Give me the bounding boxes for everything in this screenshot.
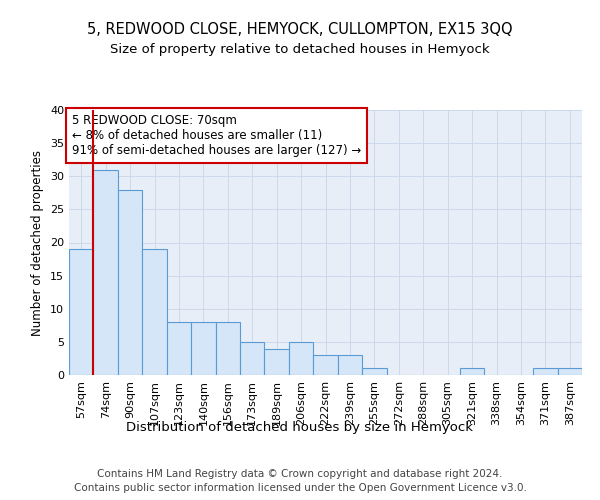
Bar [69, 249, 94, 375]
Bar [240, 342, 265, 375]
Text: Size of property relative to detached houses in Hemyock: Size of property relative to detached ho… [110, 42, 490, 56]
Bar [191, 322, 215, 375]
Bar [142, 249, 167, 375]
Bar [167, 322, 191, 375]
Bar [94, 170, 118, 375]
Text: Contains HM Land Registry data © Crown copyright and database right 2024.
Contai: Contains HM Land Registry data © Crown c… [74, 469, 526, 493]
Text: 5 REDWOOD CLOSE: 70sqm
← 8% of detached houses are smaller (11)
91% of semi-deta: 5 REDWOOD CLOSE: 70sqm ← 8% of detached … [71, 114, 361, 157]
Bar [557, 368, 582, 375]
Text: 5, REDWOOD CLOSE, HEMYOCK, CULLOMPTON, EX15 3QQ: 5, REDWOOD CLOSE, HEMYOCK, CULLOMPTON, E… [87, 22, 513, 38]
Bar [460, 368, 484, 375]
Bar [338, 355, 362, 375]
Bar [215, 322, 240, 375]
Bar [313, 355, 338, 375]
Bar [265, 348, 289, 375]
Bar [289, 342, 313, 375]
Bar [533, 368, 557, 375]
Bar [362, 368, 386, 375]
Y-axis label: Number of detached properties: Number of detached properties [31, 150, 44, 336]
Bar [118, 190, 142, 375]
Text: Distribution of detached houses by size in Hemyock: Distribution of detached houses by size … [127, 421, 473, 434]
